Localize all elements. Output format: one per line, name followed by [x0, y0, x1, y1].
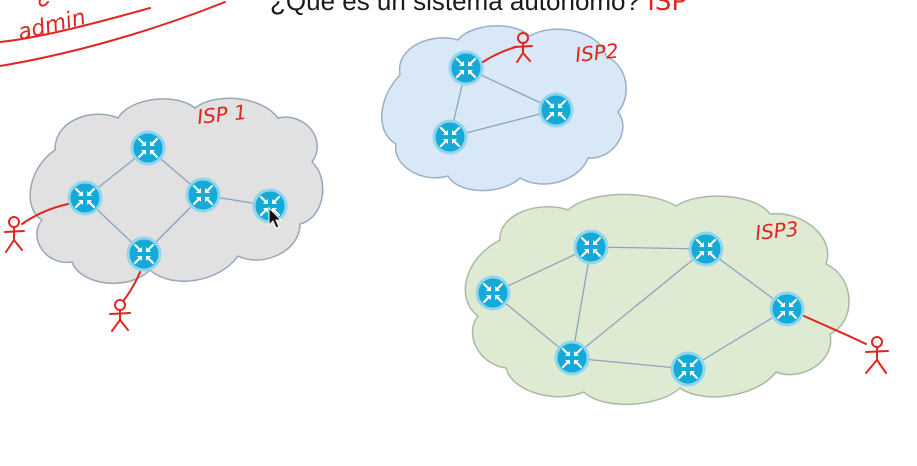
link [571, 246, 592, 359]
person-icon [803, 315, 889, 374]
router-icon[interactable] [126, 236, 162, 272]
router-icon[interactable] [573, 229, 609, 265]
corner-scribble [0, 0, 226, 67]
cloud-isp1 [29, 97, 324, 284]
router-icon[interactable] [448, 50, 484, 86]
link [449, 109, 557, 138]
mouse-cursor-icon [268, 206, 283, 229]
corner-scribble-text: admin [15, 5, 88, 46]
router-icon[interactable] [130, 130, 166, 166]
link [590, 246, 707, 250]
router-icon[interactable] [67, 180, 103, 216]
link [687, 308, 788, 370]
title-text: ¿Qué es un sistema autónomo? [270, 0, 640, 16]
router-icon[interactable] [432, 119, 468, 155]
router-icon[interactable] [185, 177, 221, 213]
isp3-label: ISP3 [754, 217, 800, 245]
person-icon [482, 32, 533, 63]
isp2-label: ISP2 [574, 39, 620, 67]
router-icon[interactable] [538, 92, 574, 128]
title-scribble: ISP [647, 0, 688, 17]
link [571, 357, 689, 370]
isp1-label: ISP 1 [196, 100, 248, 129]
person-icon [109, 271, 141, 332]
router-icon[interactable] [688, 231, 724, 267]
router-icon[interactable] [554, 340, 590, 376]
link [492, 246, 592, 294]
router-icon[interactable] [475, 275, 511, 311]
link [571, 248, 707, 359]
person-icon [4, 203, 69, 253]
router-icon[interactable] [769, 291, 805, 327]
page-title: ¿Qué es un sistema autónomo? ISP [270, 0, 700, 17]
router-icon[interactable] [670, 351, 706, 387]
